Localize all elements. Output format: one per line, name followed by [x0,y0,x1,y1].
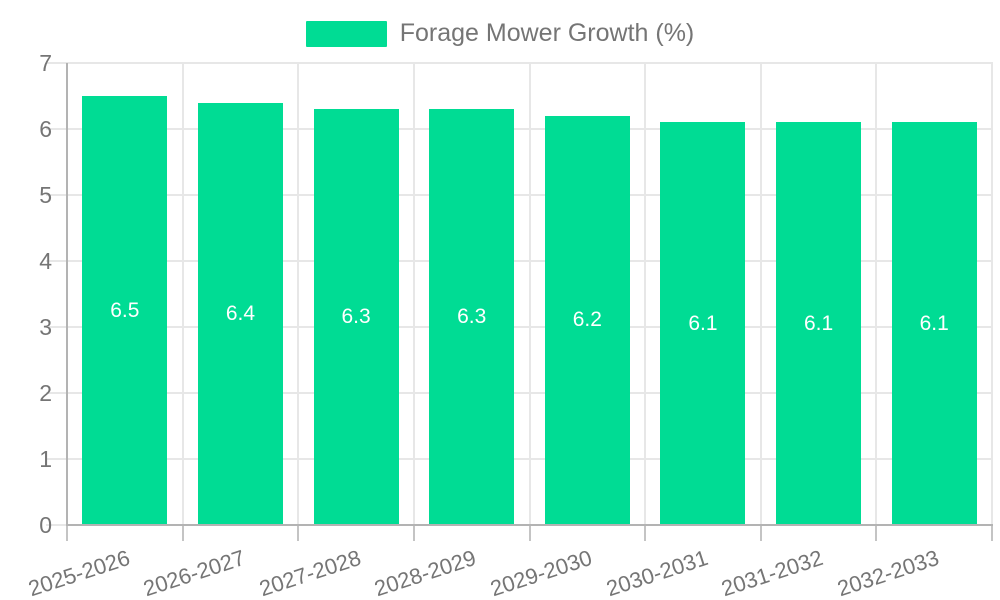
y-axis-tick-label: 7 [39,50,52,76]
y-axis-tick-label: 2 [39,380,52,406]
y-axis-tick-label: 5 [39,182,52,208]
x-axis-tick [412,526,415,541]
x-gridline [528,63,531,525]
x-gridline [644,63,647,525]
bar-value-label: 6.1 [803,311,834,335]
x-axis-tick [528,526,531,541]
legend-swatch [305,20,387,47]
bar-value-label: 6.3 [341,305,371,329]
x-axis-tick [759,526,762,541]
x-gridline [759,63,762,525]
bar-2028-2029[interactable] [429,109,515,525]
x-axis-tick [991,526,993,541]
y-gridline [46,260,993,262]
x-axis-tick [644,526,647,541]
x-axis-tick [875,526,878,541]
legend-label: Forage Mower Growth (%) [399,19,695,47]
x-gridline [181,63,184,525]
y-gridline [46,62,993,64]
legend: Forage Mower Growth (%) [0,19,1000,48]
x-axis-tick [66,526,68,541]
x-axis-label: 2030-2031 [602,545,711,600]
bar-2030-2031[interactable] [660,122,746,525]
x-axis-label: 2026-2027 [140,545,249,600]
x-axis-label: 2028-2029 [371,545,480,600]
bar-value-label: 6.3 [457,305,487,329]
y-axis-line [66,63,68,525]
x-gridline [875,63,878,525]
y-gridline [46,326,993,328]
bar-value-label: 6.1 [919,311,949,335]
y-gridline [46,128,993,130]
y-gridline [46,194,993,196]
y-gridline [46,458,993,460]
x-axis-label: 2031-2032 [718,545,827,600]
bar-value-label: 6.5 [110,298,140,322]
bar-2029-2030[interactable] [544,115,630,525]
bar-2026-2027[interactable] [197,102,283,525]
y-axis-tick-label: 6 [39,116,52,142]
x-gridline [991,63,993,525]
y-gridline [46,392,993,394]
x-axis-line [66,524,993,526]
x-axis-label: 2025-2026 [24,545,133,600]
y-axis-tick-label: 1 [39,446,52,472]
x-gridline [412,63,415,525]
bar-2032-2033[interactable] [891,122,977,525]
y-axis-tick-label: 3 [39,314,52,340]
x-axis-label: 2032-2033 [834,545,942,600]
bar-2025-2026[interactable] [82,96,168,525]
x-axis-label: 2027-2028 [255,545,364,600]
y-axis-tick-label: 0 [39,512,52,538]
x-axis-label: 2029-2030 [487,545,596,600]
legend-item-forage-mower-growth[interactable]: Forage Mower Growth (%) [305,19,695,48]
bar-2031-2032[interactable] [776,122,862,525]
y-axis-tick-label: 4 [39,248,52,274]
bar-value-label: 6.2 [572,308,602,332]
bar-value-label: 6.1 [688,311,718,335]
bar-value-label: 6.4 [225,301,256,325]
bar-2027-2028[interactable] [313,109,399,525]
x-axis-tick [297,526,300,541]
x-gridline [297,63,300,525]
x-axis-tick [181,526,184,541]
